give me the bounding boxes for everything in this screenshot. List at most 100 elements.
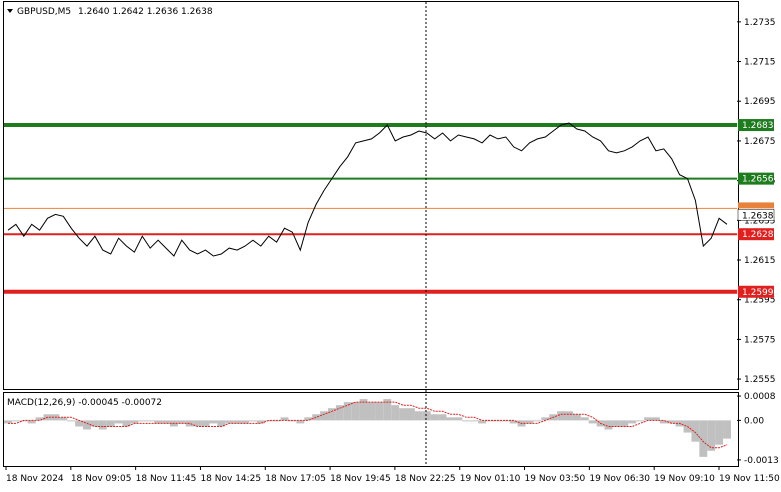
macd-bar	[146, 420, 155, 422]
time-tick-label: 18 Nov 14:25	[200, 474, 261, 484]
macd-bar	[106, 420, 115, 427]
macd-bar	[359, 399, 368, 421]
macd-bar	[723, 420, 731, 439]
macd-signal-line	[8, 401, 728, 449]
level-lines[interactable]	[4, 123, 737, 294]
macd-signal-polyline	[8, 401, 728, 449]
macd-bar	[659, 420, 668, 424]
indicator-axis[interactable]: 0.0008 0.00 -0.0013	[737, 392, 779, 466]
macd-bar	[691, 420, 700, 442]
macd-bar	[636, 420, 645, 422]
macd-bar	[209, 420, 218, 424]
time-axis[interactable]: 18 Nov 2024 18 Nov 09:05 18 Nov 11:45 18 No…	[5, 466, 780, 484]
macd-bar	[565, 411, 573, 421]
macd-bar	[438, 414, 447, 421]
macd-bar	[367, 402, 376, 421]
macd-bar	[59, 417, 68, 421]
macd-bar	[509, 420, 518, 424]
time-tick-label: 19 Nov 01:10	[460, 474, 521, 484]
macd-bar	[343, 402, 352, 421]
price-badges: 1.2683 1.2656 1.2628 1.2599 1.2638	[737, 119, 775, 298]
level-badge-label: 1.2599	[742, 288, 774, 298]
macd-bar	[715, 420, 724, 445]
macd-bar	[11, 420, 20, 422]
level-badge-label: 1.2683	[742, 121, 774, 131]
macd-tick-label: 0.0008	[744, 392, 776, 402]
price-pane-frame	[3, 1, 739, 390]
level-badge-label: 1.2628	[742, 230, 774, 240]
macd-bar	[185, 420, 194, 427]
macd-bar	[430, 414, 439, 421]
macd-bar	[391, 405, 400, 421]
macd-bar	[27, 420, 36, 424]
macd-bar	[407, 408, 415, 421]
price-tick-label: 1.2675	[744, 137, 776, 147]
macd-bar	[667, 420, 676, 424]
macd-bar	[280, 417, 289, 421]
macd-bar	[296, 420, 305, 424]
price-tick-label: 1.2695	[744, 97, 776, 107]
macd-tick-label: -0.0013	[744, 456, 779, 466]
macd-tick-label: 0.00	[744, 416, 764, 426]
macd-bar	[241, 420, 249, 424]
price-tick-label: 1.2735	[744, 18, 776, 28]
macd-bar	[122, 420, 131, 427]
macd-bar	[256, 420, 265, 424]
level-badge	[738, 228, 774, 241]
macd-bar	[422, 411, 431, 421]
macd-bar	[248, 420, 257, 422]
bid-badge	[738, 202, 774, 209]
macd-bar	[335, 405, 344, 421]
macd-bar	[454, 417, 463, 421]
macd-bar	[327, 408, 336, 421]
macd-bar	[98, 420, 107, 430]
macd-bar	[525, 420, 534, 424]
macd-label: MACD(12,26,9) -0.00045 -0.00072	[7, 398, 162, 408]
macd-bar	[90, 420, 99, 427]
macd-bar	[541, 417, 550, 421]
time-tick-label: 18 Nov 2024	[6, 474, 64, 484]
macd-bar	[612, 420, 621, 427]
time-tick-label: 18 Nov 19:45	[330, 474, 391, 484]
macd-bar	[572, 414, 581, 421]
price-axis[interactable]: 1.27351.27151.26951.26751.26551.26351.26…	[737, 18, 776, 385]
symbol-timeframe: GBPUSD,M5	[17, 7, 71, 17]
macd-bar	[154, 420, 163, 424]
triangle-down-icon[interactable]	[7, 9, 13, 13]
current-price-badge	[737, 209, 775, 221]
macd-bar	[399, 408, 408, 421]
macd-bar	[217, 420, 226, 427]
time-tick-label: 18 Nov 17:05	[265, 474, 326, 484]
macd-bar	[67, 420, 76, 422]
price-tick-label: 1.2595	[744, 296, 776, 306]
time-tick-label: 19 Nov 06:30	[589, 474, 650, 484]
macd-bar	[707, 420, 716, 451]
price-tick-label: 1.2715	[744, 58, 776, 68]
macd-bar	[644, 417, 652, 421]
macd-bar	[533, 420, 542, 422]
price-line	[7, 122, 728, 257]
macd-bar	[620, 420, 629, 427]
price-tick-label: 1.2575	[744, 335, 776, 345]
macd-bar	[320, 411, 328, 421]
macd-bar	[446, 417, 455, 421]
macd-bar	[4, 420, 12, 424]
ohlc-values: 1.2640 1.2642 1.2636 1.2638	[78, 7, 213, 17]
macd-bar	[628, 420, 637, 424]
macd-bar	[383, 399, 392, 421]
macd-bar	[501, 420, 510, 422]
macd-bar	[138, 420, 147, 422]
level-badge	[738, 285, 774, 298]
macd-bar	[162, 420, 170, 424]
macd-bar	[351, 402, 360, 421]
time-tick-label: 18 Nov 09:05	[71, 474, 132, 484]
macd-bar	[193, 420, 202, 427]
time-tick-label: 19 Nov 11:50	[719, 474, 780, 484]
price-tick-label: 1.2635	[744, 216, 776, 226]
macd-bar	[201, 420, 210, 427]
macd-bar	[83, 420, 91, 430]
time-tick-label: 18 Nov 22:25	[395, 474, 456, 484]
macd-bar	[35, 417, 44, 421]
